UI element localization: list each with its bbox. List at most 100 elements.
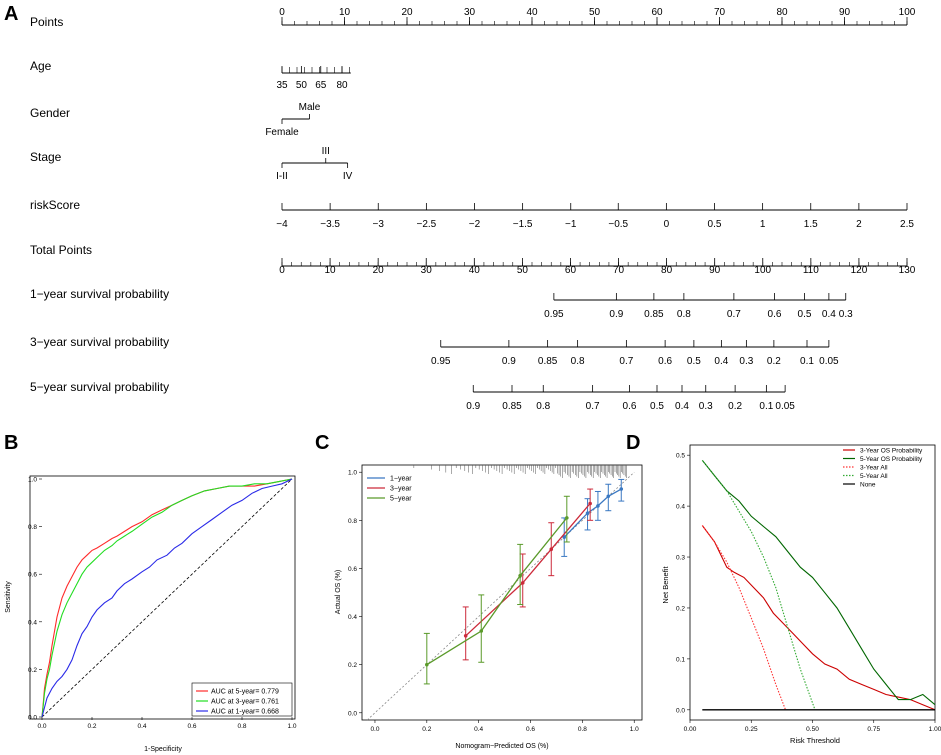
y-tick-label: 0.8 xyxy=(348,518,357,525)
nomogram-tick-label-surv3: 0.05 xyxy=(819,356,839,367)
nomogram-tick-label-total: 0 xyxy=(279,265,285,276)
roc-legend-label: AUC at 1-year= 0.668 xyxy=(211,709,279,716)
nomogram-label-gender: Gender xyxy=(30,106,70,120)
cal-point xyxy=(596,504,600,508)
nomogram-tick-label-gender: Male xyxy=(299,102,321,113)
cal-point xyxy=(588,501,592,506)
nomogram-tick-label-surv3: 0.95 xyxy=(431,356,451,367)
roc-legend-label: AUC at 5-year= 0.779 xyxy=(211,689,279,696)
nomogram-label-stage: Stage xyxy=(30,150,62,164)
x-tick-label: 0.25 xyxy=(745,726,758,733)
y-tick-label: 0.4 xyxy=(348,614,357,621)
nomogram-tick-label-total: 50 xyxy=(517,265,529,276)
nomogram-tick-label-riskscore: −0.5 xyxy=(608,219,628,230)
nomogram-tick-label-riskscore: −3.5 xyxy=(320,219,340,230)
panel-label-c: C xyxy=(315,432,329,454)
nomogram-tick-label-total: 120 xyxy=(851,265,868,276)
panel-label-a: A xyxy=(4,3,18,25)
nomogram-tick-label-total: 100 xyxy=(754,265,771,276)
nomogram-tick-label-stage: I-II xyxy=(276,171,288,182)
y-tick-label: 0.0 xyxy=(348,710,357,717)
roc-reference-line xyxy=(41,478,293,718)
roc-legend-box xyxy=(191,682,293,717)
nomogram-tick-label-points: 100 xyxy=(899,7,916,18)
roc-panel: 1-Specificity Sensitivity 0.0 0.2 0.4 0.6 0.… xyxy=(5,475,297,753)
x-tick-label: 0.6 xyxy=(526,726,535,733)
y-tick-label: 0.6 xyxy=(28,572,37,579)
dca-legend-label: 3-Year All xyxy=(860,464,888,471)
dca-curve-1 xyxy=(701,459,936,706)
roc-legend-label: AUC at 3-year= 0.761 xyxy=(211,699,279,706)
nomogram-tick-label-surv3: 0.1 xyxy=(800,356,814,367)
y-tick-label: 0.1 xyxy=(676,656,685,663)
cal-point xyxy=(518,573,522,578)
cal-point xyxy=(520,581,525,585)
x-tick-label: 0.0 xyxy=(37,723,46,730)
roc-y-label: Sensitivity xyxy=(5,581,12,613)
cal-x-label: Nomogram−Predicted OS (%) xyxy=(455,743,548,750)
nomogram-tick-label-surv1: 0.5 xyxy=(798,309,812,320)
nomogram-tick-label-riskscore: −1 xyxy=(565,219,577,230)
panel-label-b: B xyxy=(4,432,18,454)
x-tick-label: 0.2 xyxy=(87,723,96,730)
roc-curve-2 xyxy=(41,478,293,718)
nomogram-tick-label-total: 90 xyxy=(709,265,721,276)
dca-curve-2 xyxy=(701,525,787,710)
nomogram-tick-label-riskscore: −4 xyxy=(276,219,288,230)
nomogram-tick-label-surv1: 0.9 xyxy=(609,309,623,320)
nomogram-tick-label-points: 60 xyxy=(651,7,663,18)
nomogram-tick-label-surv1: 0.85 xyxy=(644,309,664,320)
nomogram-tick-label-surv5: 0.1 xyxy=(759,401,773,412)
dca-legend-label: 3-Year OS Probability xyxy=(860,447,923,454)
cal-y-label: Actual OS (%) xyxy=(335,570,342,614)
nomogram-tick-label-riskscore: −1.5 xyxy=(513,219,533,230)
nomogram-tick-label-surv3: 0.4 xyxy=(714,356,728,367)
nomogram-tick-label-riskscore: 0.5 xyxy=(708,219,722,230)
nomogram-tick-label-surv3: 0.6 xyxy=(658,356,672,367)
dca-plot-frame xyxy=(689,444,936,721)
nomogram-tick-label-surv5: 0.2 xyxy=(728,401,742,412)
nomogram-tick-label-riskscore: −2 xyxy=(469,219,481,230)
cal-point xyxy=(463,634,468,638)
cal-point xyxy=(606,494,611,499)
nomogram-tick-label-age: 35 xyxy=(276,80,288,91)
y-tick-label: 0.4 xyxy=(28,619,37,626)
nomogram-tick-label-riskscore: −3 xyxy=(373,219,385,230)
y-tick-label: 0.2 xyxy=(28,667,37,674)
nomogram-label-riskscore: riskScore xyxy=(30,198,80,212)
nomogram-tick-label-surv1: 0.7 xyxy=(727,309,741,320)
nomogram-tick-label-stage: III xyxy=(322,146,330,157)
nomogram-tick-label-age: 80 xyxy=(336,80,348,91)
nomogram-tick-label-surv1: 0.8 xyxy=(677,309,691,320)
nomogram-tick-label-surv5: 0.8 xyxy=(536,401,550,412)
x-tick-label: 0.75 xyxy=(867,726,880,733)
y-tick-label: 0.6 xyxy=(348,566,357,573)
x-tick-label: 1.0 xyxy=(630,726,639,733)
nomogram-tick-label-age: 65 xyxy=(315,80,327,91)
y-tick-label: 0.5 xyxy=(676,453,685,460)
x-tick-label: 0.6 xyxy=(187,723,196,730)
dca-curve-3 xyxy=(701,459,816,710)
x-tick-label: 0.8 xyxy=(578,726,587,733)
nomogram-label-total: Total Points xyxy=(30,243,92,257)
roc-curve-1 xyxy=(41,478,293,718)
y-tick-label: 0.0 xyxy=(676,707,685,714)
nomogram-tick-label-riskscore: 1.5 xyxy=(804,219,818,230)
nomogram-tick-label-total: 70 xyxy=(613,265,625,276)
cal-legend-label: 5−year xyxy=(390,496,412,503)
cal-line-1 xyxy=(465,503,591,637)
nomogram-tick-label-gender: Female xyxy=(265,127,299,138)
nomogram-tick-label-surv5: 0.7 xyxy=(586,401,600,412)
nomogram-tick-label-surv3: 0.9 xyxy=(502,356,516,367)
nomogram-tick-label-riskscore: 2.5 xyxy=(900,219,914,230)
x-tick-label: 1.0 xyxy=(287,723,296,730)
nomogram-tick-label-surv3: 0.7 xyxy=(619,356,633,367)
nomogram-tick-label-surv5: 0.05 xyxy=(775,401,795,412)
nomogram-tick-label-surv5: 0.3 xyxy=(699,401,713,412)
y-tick-label: 0.2 xyxy=(676,605,685,612)
x-tick-label: 1.00 xyxy=(929,726,941,733)
nomogram-tick-label-total: 60 xyxy=(565,265,577,276)
x-tick-label: 0.4 xyxy=(137,723,146,730)
nomogram-tick-label-total: 30 xyxy=(421,265,433,276)
nomogram-tick-label-total: 10 xyxy=(325,265,337,276)
